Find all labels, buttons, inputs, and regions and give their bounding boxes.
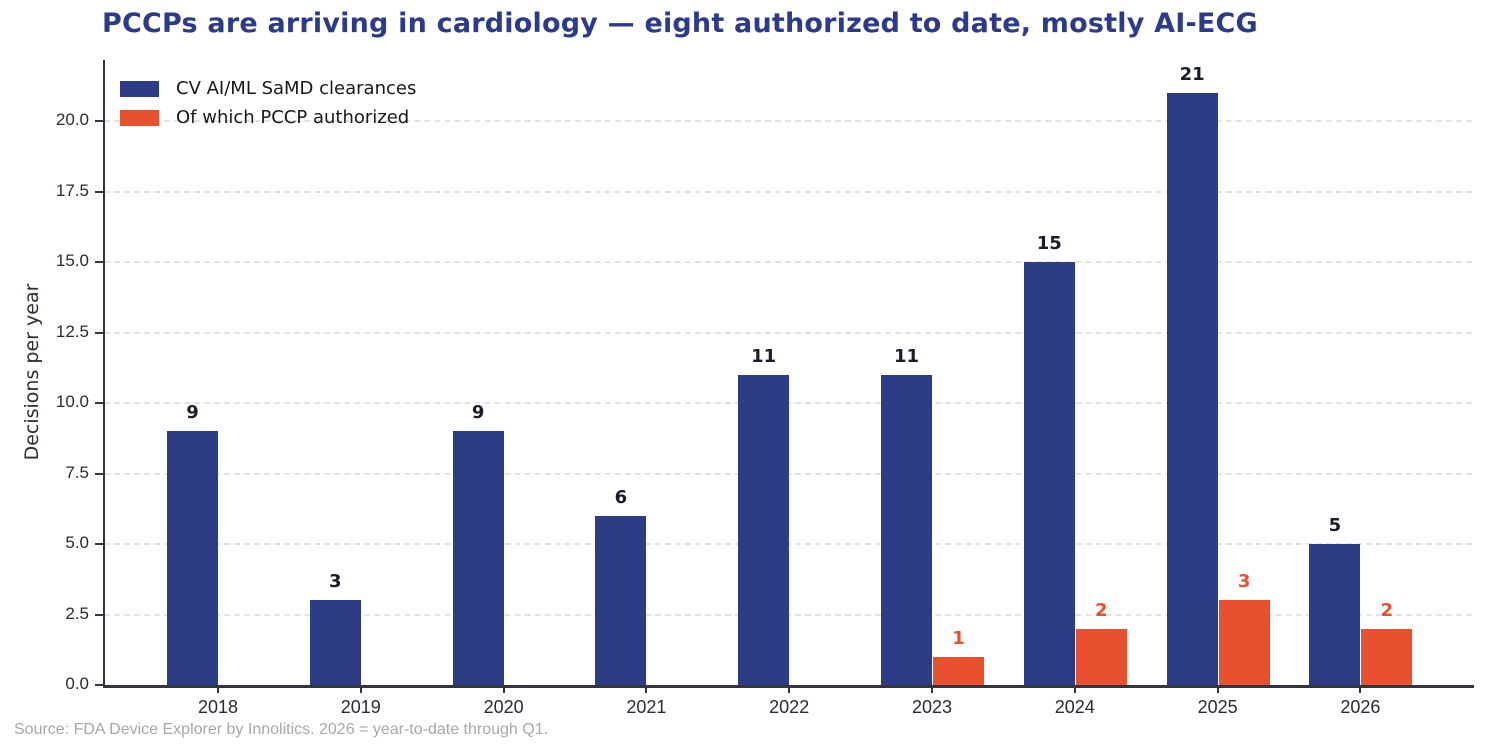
y-tick-label-17.5: 17.5 bbox=[55, 180, 89, 200]
y-tick-label-20.0: 20.0 bbox=[55, 110, 89, 129]
bar-value-label-pccp-2026: 2 bbox=[1380, 599, 1394, 621]
bar-clearances-2023 bbox=[881, 374, 932, 685]
x-tick-mark-2022 bbox=[788, 685, 791, 693]
y-tick-label-7.5: 7.5 bbox=[65, 462, 89, 482]
legend: CV AI/ML SaMD clearances Of which PCCP a… bbox=[120, 74, 416, 132]
y-tick-mark-7.5 bbox=[95, 472, 103, 475]
bar-pccp-2024 bbox=[1075, 628, 1127, 685]
x-tick-label-2020: 2020 bbox=[483, 697, 524, 717]
x-tick-mark-2024 bbox=[1073, 685, 1076, 693]
bar-value-label-pccp-2024: 2 bbox=[1095, 599, 1108, 621]
y-tick-mark-0.0 bbox=[95, 684, 103, 686]
y-tick-mark-15.0 bbox=[95, 261, 103, 263]
x-tick-mark-2021 bbox=[645, 685, 648, 693]
bar-value-label-clearances-2024: 15 bbox=[1036, 233, 1062, 254]
bar-value-label-pccp-2025: 3 bbox=[1237, 571, 1251, 593]
legend-item-pccp: Of which PCCP authorized bbox=[120, 103, 416, 132]
y-axis-spine bbox=[103, 60, 105, 687]
bar-pccp-2023 bbox=[933, 656, 984, 685]
y-tick-mark-12.5 bbox=[95, 331, 103, 334]
x-tick-label-2024: 2024 bbox=[1054, 697, 1095, 717]
x-tick-label-2021: 2021 bbox=[626, 697, 667, 717]
x-tick-label-2026: 2026 bbox=[1340, 697, 1381, 717]
gridline-y-12.5 bbox=[104, 331, 1472, 334]
y-tick-label-0.0: 0.0 bbox=[65, 674, 89, 693]
gridline-y-15.0 bbox=[104, 261, 1472, 263]
bar-clearances-2018 bbox=[167, 431, 218, 685]
x-tick-label-2022: 2022 bbox=[769, 697, 810, 717]
x-tick-mark-2020 bbox=[502, 685, 505, 693]
bar-clearances-2025 bbox=[1166, 92, 1218, 685]
x-tick-mark-2018 bbox=[217, 685, 219, 693]
y-tick-mark-5.0 bbox=[95, 543, 103, 545]
legend-label-pccp: Of which PCCP authorized bbox=[176, 107, 410, 128]
y-tick-label-5.0: 5.0 bbox=[65, 533, 89, 552]
x-tick-mark-2019 bbox=[359, 685, 362, 693]
bar-value-label-clearances-2026: 5 bbox=[1328, 515, 1342, 536]
y-tick-mark-2.5 bbox=[95, 613, 103, 616]
bar-value-label-clearances-2018: 9 bbox=[186, 402, 199, 424]
source-note: Source: FDA Device Explorer by Innolitic… bbox=[14, 721, 549, 738]
bar-value-label-clearances-2025: 21 bbox=[1179, 63, 1205, 85]
x-tick-label-2023: 2023 bbox=[911, 697, 953, 717]
bar-clearances-2021 bbox=[595, 515, 647, 685]
x-tick-mark-2026 bbox=[1359, 685, 1362, 693]
x-axis-spine bbox=[103, 685, 1474, 688]
bar-clearances-2022 bbox=[738, 374, 790, 685]
y-tick-label-12.5: 12.5 bbox=[55, 321, 89, 341]
bar-value-label-clearances-2023: 11 bbox=[893, 345, 920, 367]
chart-title: PCCPs are arriving in cardiology — eight… bbox=[102, 8, 1258, 39]
x-tick-label-2019: 2019 bbox=[340, 697, 381, 717]
bar-clearances-2026 bbox=[1309, 544, 1361, 685]
bar-value-label-clearances-2019: 3 bbox=[329, 571, 342, 593]
y-tick-label-10.0: 10.0 bbox=[55, 392, 89, 411]
gridline-y-20.0 bbox=[104, 120, 1472, 122]
x-tick-mark-2025 bbox=[1216, 685, 1219, 693]
legend-item-clearances: CV AI/ML SaMD clearances bbox=[120, 74, 416, 103]
bar-clearances-2024 bbox=[1023, 262, 1075, 685]
bar-value-label-clearances-2021: 6 bbox=[614, 486, 628, 508]
bar-clearances-2020 bbox=[452, 431, 504, 685]
bar-pccp-2026 bbox=[1361, 628, 1413, 685]
bar-clearances-2019 bbox=[309, 600, 361, 685]
legend-swatch-pccp bbox=[120, 109, 159, 126]
y-axis-label: Decisions per year bbox=[21, 283, 43, 461]
bar-value-label-pccp-2023: 1 bbox=[952, 627, 965, 649]
x-tick-label-2025: 2025 bbox=[1197, 697, 1238, 717]
bar-value-label-clearances-2022: 11 bbox=[751, 345, 777, 367]
x-tick-label-2018: 2018 bbox=[197, 697, 239, 717]
bar-pccp-2025 bbox=[1218, 600, 1270, 685]
bar-value-label-clearances-2020: 9 bbox=[471, 402, 485, 424]
y-tick-label-2.5: 2.5 bbox=[65, 603, 89, 623]
gridline-y-17.5 bbox=[104, 190, 1472, 193]
y-tick-mark-10.0 bbox=[95, 402, 103, 404]
y-tick-mark-17.5 bbox=[95, 190, 103, 193]
y-tick-mark-20.0 bbox=[95, 120, 103, 122]
legend-label-clearances: CV AI/ML SaMD clearances bbox=[176, 78, 417, 99]
x-tick-mark-2023 bbox=[931, 685, 933, 693]
legend-swatch-clearances bbox=[120, 80, 159, 97]
y-tick-label-15.0: 15.0 bbox=[55, 251, 89, 270]
